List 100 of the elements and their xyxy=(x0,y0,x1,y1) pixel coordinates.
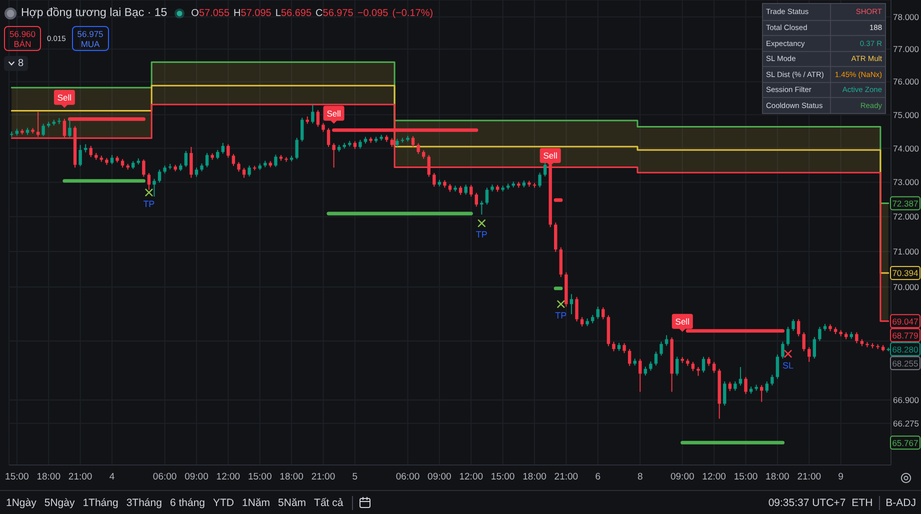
candlestick xyxy=(221,142,224,154)
x-tick-label: 15:00 xyxy=(5,472,29,483)
price-tag: 72.387 xyxy=(890,196,920,210)
candlestick xyxy=(300,117,304,142)
data-label: Sell xyxy=(326,108,341,118)
candlestick xyxy=(691,361,695,372)
point xyxy=(784,350,792,358)
x-tick-label: 21:00 xyxy=(311,472,336,483)
candlestick xyxy=(311,104,314,124)
x-tick-label: 9 xyxy=(838,472,844,483)
candlestick xyxy=(480,200,484,216)
annotation: O57.055 H57.095 L56.695 C56.975 −0.095 (−0.17%) xyxy=(191,8,434,18)
text: ETH xyxy=(852,496,873,508)
candlestick xyxy=(781,341,784,360)
text: B-ADJ xyxy=(886,496,916,508)
candlestick xyxy=(190,146,193,178)
candlestick xyxy=(326,128,330,148)
candlestick xyxy=(205,152,209,168)
candlestick xyxy=(770,374,774,386)
text: Tất cả xyxy=(314,496,344,508)
candlestick xyxy=(802,332,806,352)
candlestick xyxy=(649,361,652,372)
x-tick-label: 12:00 xyxy=(702,472,726,483)
text: 5Năm xyxy=(278,496,306,508)
annotation: 56.960 xyxy=(10,28,36,38)
candlestick xyxy=(712,361,716,374)
annotation: 70.394 xyxy=(892,268,918,278)
price-tag: 65.767 xyxy=(890,436,920,450)
y-tick-label: 77.000 xyxy=(893,44,920,54)
price-tag: 70.394 xyxy=(890,266,920,280)
point xyxy=(557,300,565,308)
candlestick xyxy=(78,144,82,167)
text: YTD xyxy=(213,496,234,508)
candlestick xyxy=(575,296,578,322)
candlestick xyxy=(416,142,420,155)
text: 5Ngày xyxy=(44,496,75,508)
price-tag: 68.280 xyxy=(890,342,920,356)
candlestick xyxy=(427,154,430,178)
candlestick xyxy=(622,342,626,354)
x-tick-label: 15:00 xyxy=(734,472,758,483)
candlestick xyxy=(654,351,658,366)
candlestick xyxy=(765,380,768,394)
data-label: TP xyxy=(476,230,488,240)
candlestick xyxy=(660,341,663,356)
candlestick xyxy=(36,111,40,138)
x-tick-label: 06:00 xyxy=(396,472,420,483)
candlestick xyxy=(808,346,811,362)
x-tick-label: 06:00 xyxy=(152,472,177,483)
text: 3Tháng xyxy=(126,496,162,508)
annotation: 56.975 xyxy=(77,28,104,38)
annotation: MUA xyxy=(80,38,100,48)
candlestick xyxy=(812,336,816,360)
candlestick xyxy=(580,316,584,327)
candlestick xyxy=(638,358,642,392)
candlestick xyxy=(142,158,146,178)
data-label: TP xyxy=(555,310,567,321)
candlestick xyxy=(62,118,66,139)
data-label: Sell xyxy=(675,316,690,326)
y-tick-label: 78.000 xyxy=(893,12,920,22)
candlestick xyxy=(470,184,473,198)
candlestick xyxy=(232,154,236,166)
text: 1Tháng xyxy=(82,496,118,508)
candlestick xyxy=(89,145,92,158)
y-tick-label: 66.275 xyxy=(893,418,920,428)
y-tick-label: 70.000 xyxy=(893,282,920,292)
text: Hợp đồng tương lai Bạc · 15 xyxy=(21,7,168,19)
candlestick xyxy=(152,178,156,198)
y-tick-label: 75.000 xyxy=(893,110,920,120)
candlestick xyxy=(248,165,251,177)
candlestick xyxy=(226,144,230,158)
price-tag: 68.255 xyxy=(890,356,920,370)
candlestick xyxy=(295,137,298,160)
point xyxy=(145,188,153,196)
x-tick-label: 15:00 xyxy=(248,472,272,483)
candlestick xyxy=(274,154,278,168)
candlestick xyxy=(702,356,706,374)
x-tick-label: 18:00 xyxy=(280,472,304,483)
candlestick xyxy=(411,136,415,148)
y-tick-label: 73.000 xyxy=(893,177,920,188)
candlestick xyxy=(570,294,574,315)
text: 6 tháng xyxy=(170,496,206,508)
candlestick xyxy=(485,187,489,206)
candlestick xyxy=(723,380,726,406)
candlestick xyxy=(68,119,72,138)
y-tick-label: 66.900 xyxy=(893,395,920,406)
candlestick xyxy=(158,169,162,184)
x-tick-label: 12:00 xyxy=(459,472,484,483)
y-tick-label: 72.000 xyxy=(893,212,920,222)
y-tick-label: 71.000 xyxy=(893,246,920,257)
x-tick-label: 21:00 xyxy=(554,472,578,483)
candlestick xyxy=(237,162,240,172)
candlestick xyxy=(734,380,737,392)
x-tick-label: 5 xyxy=(352,472,358,483)
point xyxy=(478,219,486,228)
text: 09:35:37 UTC+7 xyxy=(768,496,846,508)
candlestick xyxy=(432,172,436,188)
candlestick xyxy=(596,306,600,320)
x-tick-label: 09:00 xyxy=(184,472,208,483)
annotation: BÁN xyxy=(14,38,32,48)
candlestick xyxy=(42,123,45,137)
